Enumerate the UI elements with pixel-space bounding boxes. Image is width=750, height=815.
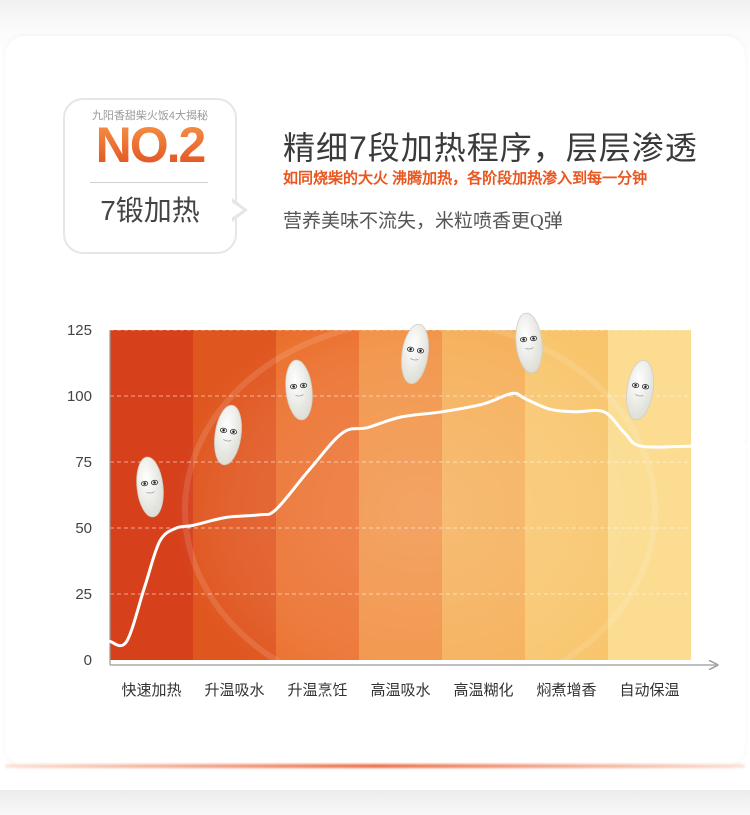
y-axis-ticks: 0 25 50 75 100 125 bbox=[67, 322, 92, 669]
bubble-tail-inner bbox=[230, 201, 243, 219]
temperature-curve bbox=[108, 391, 750, 648]
y-tick-label: 100 bbox=[67, 388, 92, 405]
heating-chart: 0 25 50 75 100 125 快速加热 升温吸水 升温烹饪 高温吸水 高温糊化 焖煮增香 自动… bbox=[67, 300, 750, 720]
x-category-label: 高温糊化 bbox=[453, 682, 513, 699]
badge-subtitle: 7锻加热 bbox=[100, 195, 200, 226]
subline: 如同烧柴的大火 沸腾加热，各阶段加热渗入到每一分钟 bbox=[283, 170, 648, 187]
rice-grain-icon bbox=[136, 456, 164, 518]
x-category-label: 升温烹饪 bbox=[287, 681, 347, 699]
badge-bubble bbox=[63, 98, 237, 254]
badge-caption: 九阳香甜柴火饭4大揭秘 bbox=[63, 107, 237, 123]
x-category-label: 自动保温 bbox=[619, 682, 679, 699]
y-tick-label: 0 bbox=[84, 652, 92, 669]
rice-grain-icon bbox=[285, 359, 313, 421]
y-tick-label: 75 bbox=[75, 454, 92, 471]
x-category-label: 升温吸水 bbox=[204, 682, 264, 699]
headline: 精细7段加热程序，层层渗透 bbox=[283, 130, 698, 166]
rice-grain-icon bbox=[214, 404, 242, 466]
x-axis-categories: 快速加热 升温吸水 升温烹饪 高温吸水 高温糊化 焖煮增香 自动保温 bbox=[121, 681, 679, 699]
y-tick-label: 125 bbox=[67, 322, 92, 339]
card-bottom-glow bbox=[5, 764, 745, 768]
rice-grain-icon bbox=[515, 312, 543, 374]
badge-divider bbox=[90, 182, 208, 183]
lower-strip bbox=[0, 790, 750, 815]
badge-number: NO.2 bbox=[63, 116, 237, 174]
y-tick-label: 50 bbox=[75, 520, 92, 537]
rice-grain-icon bbox=[626, 359, 654, 421]
rice-grain-icon bbox=[401, 323, 429, 385]
x-category-label: 高温吸水 bbox=[370, 682, 430, 699]
x-category-label: 快速加热 bbox=[121, 682, 181, 699]
rice-grain-characters bbox=[136, 312, 654, 518]
x-category-label: 焖煮增香 bbox=[536, 682, 596, 699]
grid-lines bbox=[110, 329, 691, 595]
y-tick-label: 25 bbox=[75, 586, 92, 603]
description: 营养美味不流失，米粒喷香更Q弹 bbox=[283, 211, 563, 232]
